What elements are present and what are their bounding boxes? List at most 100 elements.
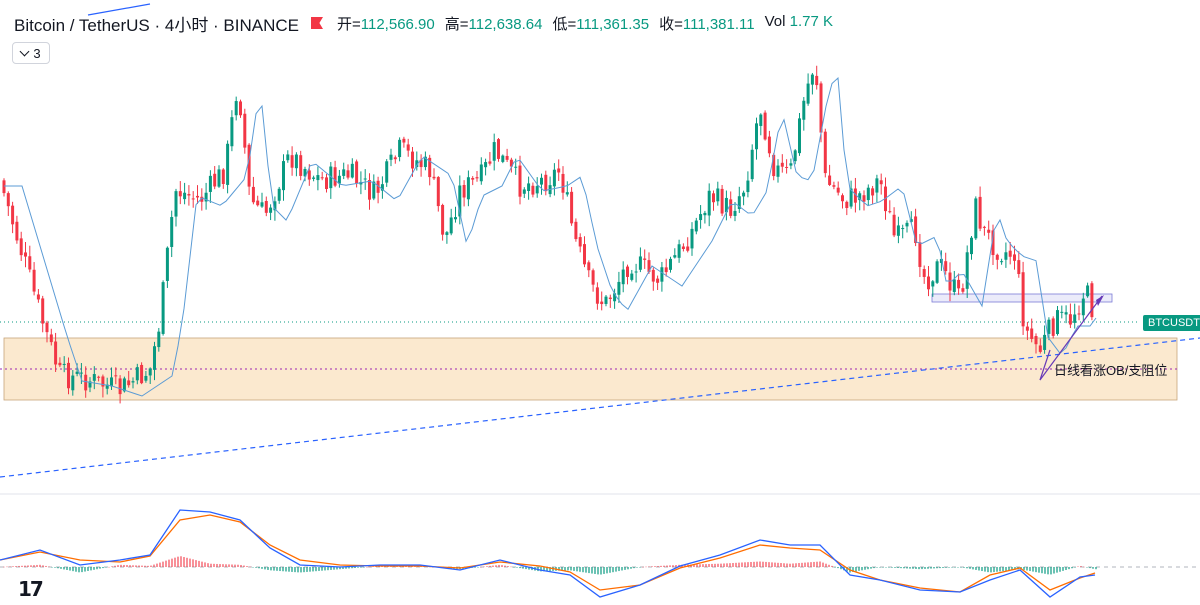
candle [798,118,801,154]
macd-histogram-bar [900,567,902,569]
macd-histogram-bar [153,564,155,567]
macd-histogram-bar [120,564,122,567]
macd-histogram-bar [264,567,266,570]
macd-histogram-bar [288,567,290,572]
candle [385,161,389,183]
candle [957,279,961,289]
candle [669,258,672,270]
macd-histogram-bar [33,565,35,567]
candle [587,262,591,271]
moving-average-line [4,76,1097,397]
macd-histogram-bar [915,567,917,569]
macd-histogram-bar [27,565,29,567]
macd-histogram-bar [363,567,365,568]
macd-histogram-bar [198,560,200,567]
macd-histogram-bar [6,566,8,568]
macd-histogram-bar [483,566,485,568]
candle [505,155,509,160]
candle [802,100,806,120]
candle [264,200,268,213]
candle [750,149,754,180]
candle [995,254,999,260]
macd-histogram-bar [1011,567,1013,571]
candle [428,157,432,178]
macd-histogram-bar [318,567,320,571]
macd-histogram-bar [852,567,854,572]
candle [858,193,862,201]
macd-histogram-bar [99,567,101,569]
candle [402,138,406,143]
macd-histogram-bar [651,566,653,567]
macd-histogram-bar [822,562,824,567]
candle [703,212,707,216]
macd-histogram-bar [930,567,932,569]
candle [329,166,333,189]
macd-histogram-bar [60,567,62,569]
macd-histogram-bar [960,567,962,568]
candle [303,168,307,177]
macd-histogram-bar [759,561,761,567]
macd-histogram-bar [294,567,296,573]
candle [982,226,986,228]
tradingview-logo[interactable]: 17 [18,577,44,601]
candle [574,221,578,240]
macd-histogram-bar [102,567,104,569]
macd-histogram-bar [57,567,59,569]
candle [673,255,677,258]
candle [604,296,608,304]
macd-histogram-bar [582,567,584,573]
candle [355,161,359,184]
macd-histogram-bar [72,567,74,572]
candle [707,190,711,216]
macd-histogram-bar [336,567,338,570]
candle [170,217,174,247]
macd-histogram-bar [882,567,884,568]
macd-histogram-bar [660,565,662,567]
candle [36,294,40,300]
macd-histogram-bar [333,567,335,570]
macd-histogram-bar [618,567,620,572]
macd-histogram-bar [186,557,188,567]
macd-histogram-bar [48,566,50,568]
candle [755,123,758,150]
candle [828,175,832,185]
candle [1077,313,1081,315]
flag-icon[interactable] [311,17,323,29]
indicators-collapse-button[interactable]: 3 [12,42,50,64]
macd-histogram-bar [492,565,494,567]
macd-histogram-bar [858,567,860,571]
candle [914,216,918,244]
macd-histogram-bar [864,567,866,570]
macd-histogram-bar [135,565,137,567]
macd-histogram-bar [762,561,764,567]
macd-histogram-bar [159,562,161,567]
candle [299,155,303,176]
macd-histogram-bar [144,565,146,567]
macd-histogram-bar [132,565,134,567]
candle [325,177,328,190]
macd-histogram-bar [723,563,725,567]
macd-histogram-bar [51,567,53,568]
vol-label: Vol [764,12,786,30]
candle [148,368,152,376]
candle [307,170,311,180]
macd-histogram-bar [714,563,716,567]
macd-histogram-bar [948,567,950,568]
candle [449,217,453,234]
macd-histogram-bar [543,567,545,572]
macd-histogram-bar [774,562,776,567]
macd-histogram-bar [93,567,95,570]
candle [638,256,642,270]
candle [565,192,569,195]
symbol-title[interactable]: Bitcoin / TetherUS · 4小时 · BINANCE [14,15,299,35]
macd-histogram-bar [969,567,971,569]
macd-histogram-bar [546,567,548,572]
close-label: 收= [659,15,683,33]
macd-histogram-bar [90,567,92,571]
macd-histogram-bar [642,566,644,568]
candle [643,258,647,260]
candle [690,228,694,249]
macd-histogram-bar [726,563,728,567]
macd-histogram-bar [498,564,500,567]
